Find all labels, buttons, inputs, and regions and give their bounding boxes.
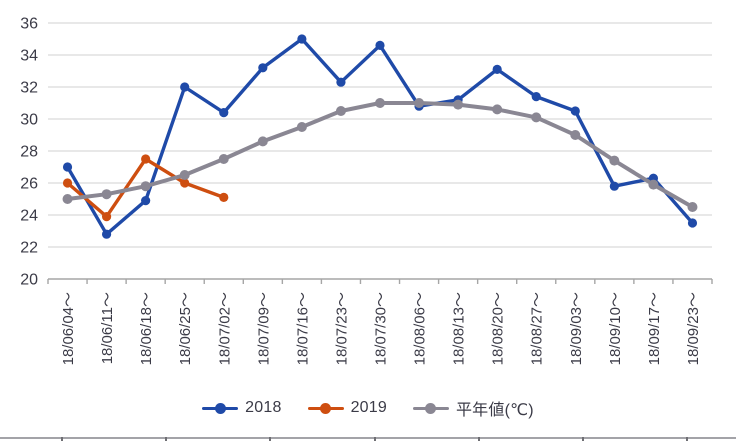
x-axis-label: 18/09/17～ [646, 292, 663, 365]
series-0-data-point [336, 77, 346, 87]
table-column-separator [165, 437, 168, 441]
x-axis-label: 18/06/11～ [99, 292, 116, 364]
series-1-data-point [62, 178, 73, 188]
legend-label-normal: 平年値(℃) [455, 402, 534, 419]
legend-item-2018[interactable]: 2018 [202, 399, 281, 417]
series-0-data-point [101, 229, 112, 239]
y-axis-label: 36 [20, 16, 38, 33]
series-0-data-point [570, 106, 580, 116]
series-2-data-point [453, 99, 464, 110]
series-0-data-point [297, 34, 307, 44]
series-2-data-point [531, 112, 542, 123]
series-2-data-point [492, 104, 503, 115]
y-axis-label: 32 [20, 80, 38, 97]
x-axis-label: 18/09/23～ [685, 292, 702, 365]
x-axis-label: 18/08/20～ [490, 292, 507, 365]
y-axis-label: 28 [20, 144, 38, 161]
series-0-data-point [492, 64, 502, 74]
series-0-data-point [609, 181, 619, 191]
series-2-data-point [609, 155, 620, 166]
series-0-data-point [141, 196, 151, 206]
data-table-top-border [0, 437, 736, 441]
y-axis-label: 22 [20, 240, 38, 257]
table-column-separator [61, 437, 63, 441]
series-2-data-point [687, 202, 698, 212]
x-axis-label: 18/07/09～ [255, 292, 272, 365]
x-axis-label: 18/06/18～ [138, 292, 155, 365]
x-axis-label: 18/08/13～ [451, 292, 468, 365]
legend-label-2019: 2019 [350, 399, 387, 416]
series-2-data-point [101, 189, 112, 200]
series-2-data-point [414, 98, 425, 108]
x-axis-label: 18/06/04～ [60, 292, 77, 365]
series-2-data-point [62, 194, 73, 204]
series-2-data-point [257, 136, 268, 147]
y-axis-label: 24 [20, 208, 38, 225]
y-axis-label: 34 [20, 48, 38, 65]
x-axis-label: 18/09/03～ [568, 292, 585, 365]
series-2-data-point [570, 130, 581, 140]
x-axis-label: 18/09/10～ [607, 292, 624, 365]
series-2-data-point [140, 181, 151, 192]
series-0-data-point [219, 108, 229, 118]
table-column-separator [686, 437, 689, 441]
series-1-data-point [219, 192, 229, 202]
x-axis-label: 18/08/27～ [529, 292, 546, 365]
x-axis-label: 18/08/06～ [412, 292, 429, 365]
chart-legend: 2018 2019 平年値(℃) [0, 394, 736, 422]
series-1-data-point [141, 154, 151, 164]
series-2-data-point [218, 154, 229, 164]
legend-marker-normal-icon [412, 402, 449, 414]
x-axis-label: 18/07/30～ [373, 292, 390, 365]
series-2-data-point [179, 170, 190, 180]
series-2-data-point [335, 106, 346, 116]
x-axis-label: 18/07/23～ [333, 292, 350, 365]
chart-canvas: 36 34 32 30 28 26 24 22 20 18/06/04～ 18/06/11～ 18/0… [20, 16, 713, 365]
series-0-data-point [687, 218, 698, 228]
legend-item-normal[interactable]: 平年値(℃) [412, 396, 534, 420]
table-column-separator [269, 437, 272, 441]
series-0-data-point [375, 40, 385, 51]
series-1-data-point [101, 212, 112, 222]
series-1-data-point [180, 178, 190, 188]
x-axis-label: 18/06/25～ [177, 292, 194, 365]
legend-marker-2019-icon [307, 402, 344, 414]
legend-marker-2018-icon [202, 402, 239, 414]
x-axis-label: 18/07/02～ [216, 292, 233, 365]
table-column-separator [373, 437, 376, 441]
series-0-data-point [258, 63, 268, 73]
legend-label-2018: 2018 [245, 399, 282, 416]
series-0-line [65, 37, 695, 236]
series-0-data-point [62, 162, 73, 172]
x-axis-label: 18/07/16～ [294, 292, 311, 365]
series-0-data-point [180, 82, 190, 92]
series-2-data-point [648, 179, 659, 190]
series-2-data-point [296, 122, 307, 132]
y-axis-label: 30 [20, 112, 38, 129]
series-2-data-point [375, 98, 385, 108]
series-0-data-point [531, 92, 541, 102]
y-axis-label: 20 [20, 272, 38, 289]
table-border-line [0, 437, 736, 439]
y-axis-label: 26 [20, 176, 38, 193]
table-column-separator [581, 437, 584, 441]
table-column-separator [477, 437, 480, 441]
legend-item-2019[interactable]: 2019 [307, 399, 387, 417]
